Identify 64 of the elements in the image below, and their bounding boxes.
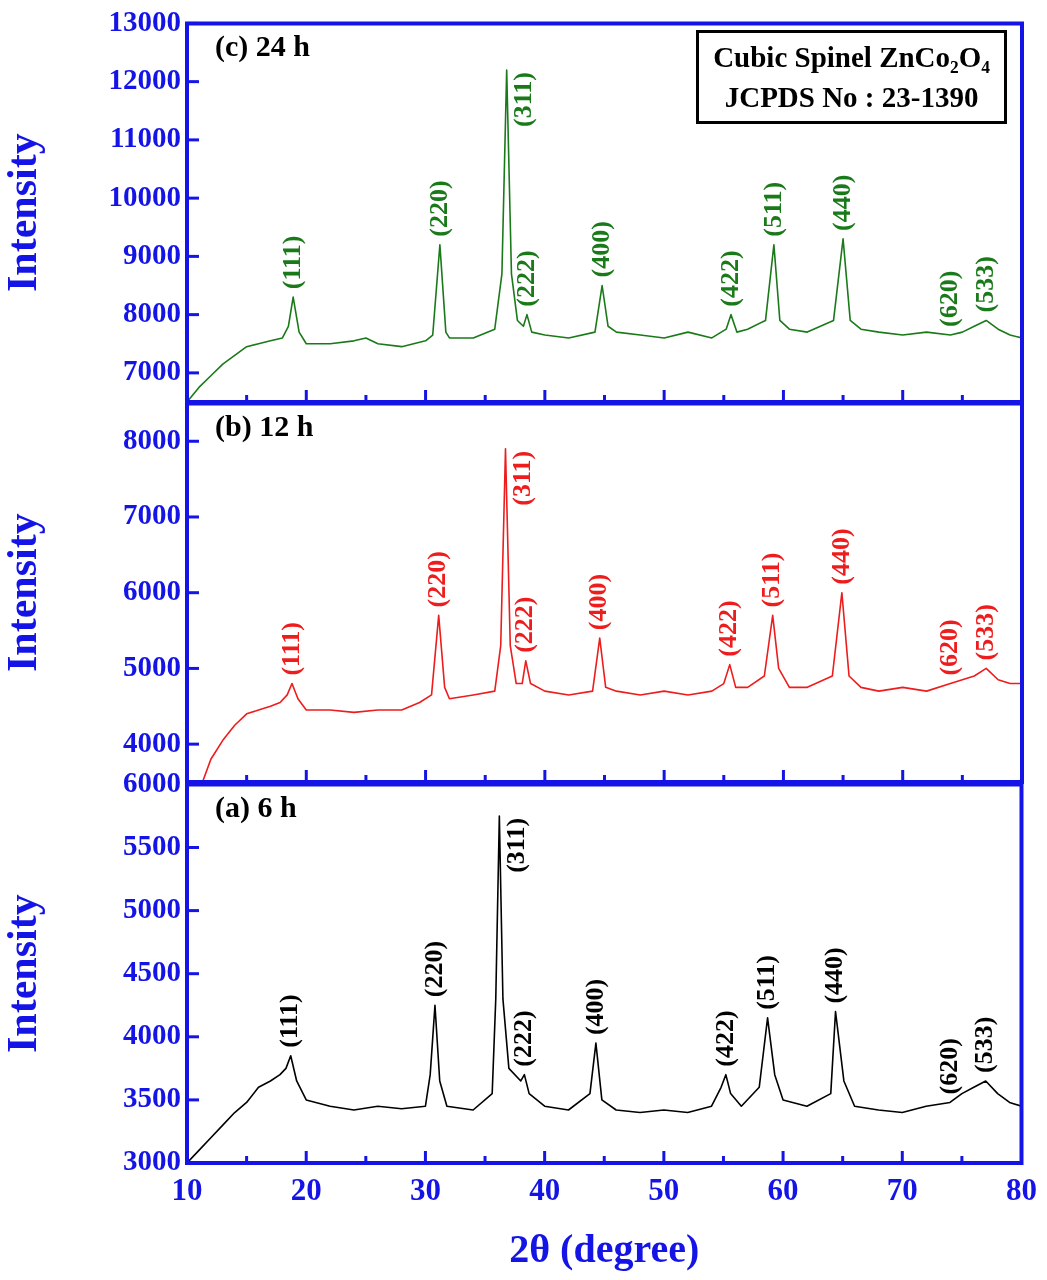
annotation: (422) <box>713 600 743 657</box>
y-tick-label: 9000 <box>123 237 181 270</box>
y-tick-label: 7000 <box>123 498 181 531</box>
y-tick-label: 5500 <box>123 828 181 861</box>
x-axis-title: 2θ (degree) <box>509 1226 700 1272</box>
x-tick-label: 50 <box>648 1171 680 1207</box>
y-tick-label: 8000 <box>123 422 181 455</box>
annotation: (422) <box>714 250 744 307</box>
y-tick-label: 5000 <box>123 649 181 682</box>
annotation: (111) <box>274 994 304 1048</box>
x-tick-label: 80 <box>1006 1171 1037 1207</box>
y-axis-title: Intensity <box>0 513 46 673</box>
annotation: (311) <box>501 817 531 873</box>
annotation: (440) <box>825 528 855 585</box>
y-tick-label: 4500 <box>123 955 181 988</box>
annotation: (222) <box>509 596 539 653</box>
annotation: (220) <box>418 940 448 998</box>
annotation: (311) <box>507 450 537 506</box>
annotation: Cubic Spinel ZnCo₂O₄ <box>713 41 990 73</box>
x-tick-label: 40 <box>529 1171 561 1207</box>
annotation: (620) <box>933 1038 963 1095</box>
annotation: (533) <box>969 1016 999 1073</box>
x-tick-label: 30 <box>409 1171 441 1207</box>
annotation: (111) <box>276 235 306 290</box>
y-tick-label: 12000 <box>108 63 181 96</box>
annotation: (533) <box>969 256 999 313</box>
y-tick-label: 11000 <box>110 121 181 154</box>
y-tick-label: 7000 <box>123 354 181 387</box>
annotation: (b) 12 h <box>215 409 314 444</box>
annotation: (220) <box>422 551 452 608</box>
annotation: (a) 6 h <box>215 790 297 825</box>
annotation: (400) <box>585 221 615 278</box>
y-tick-label: 6000 <box>123 574 181 607</box>
annotation: (422) <box>709 1010 739 1067</box>
y-axis-title: Intensity <box>0 133 46 293</box>
y-tick-label: 6000 <box>123 765 181 798</box>
x-tick-label: 20 <box>290 1171 322 1207</box>
annotation: (533) <box>969 604 999 661</box>
annotation: (220) <box>423 180 453 237</box>
annotation: (311) <box>508 72 538 127</box>
annotation: (c) 24 h <box>215 29 311 64</box>
y-tick-label: 3500 <box>123 1081 181 1114</box>
annotation: (440) <box>819 947 849 1004</box>
y-tick-label: 8000 <box>123 296 181 329</box>
x-tick-label: 60 <box>767 1171 799 1207</box>
annotation: (222) <box>508 1010 538 1067</box>
y-tick-label: 10000 <box>108 179 181 212</box>
y-tick-label: 4000 <box>123 1018 181 1051</box>
annotation: JCPDS No : 23-1390 <box>724 81 979 113</box>
y-tick-label: 4000 <box>123 725 181 758</box>
annotation: (620) <box>934 619 964 676</box>
y-axis-title: Intensity <box>0 894 46 1054</box>
annotation: (400) <box>583 573 613 631</box>
y-tick-label: 5000 <box>123 892 181 925</box>
annotation: (620) <box>934 270 964 328</box>
annotation: (440) <box>826 174 856 231</box>
annotation: (511) <box>757 181 787 237</box>
annotation: (511) <box>756 552 786 608</box>
annotation: (511) <box>751 954 781 1010</box>
x-tick-label: 70 <box>886 1171 918 1207</box>
annotation: (111) <box>275 622 305 676</box>
annotation: (222) <box>510 250 540 307</box>
annotation: (400) <box>579 978 609 1036</box>
y-tick-label: 13000 <box>108 4 181 37</box>
